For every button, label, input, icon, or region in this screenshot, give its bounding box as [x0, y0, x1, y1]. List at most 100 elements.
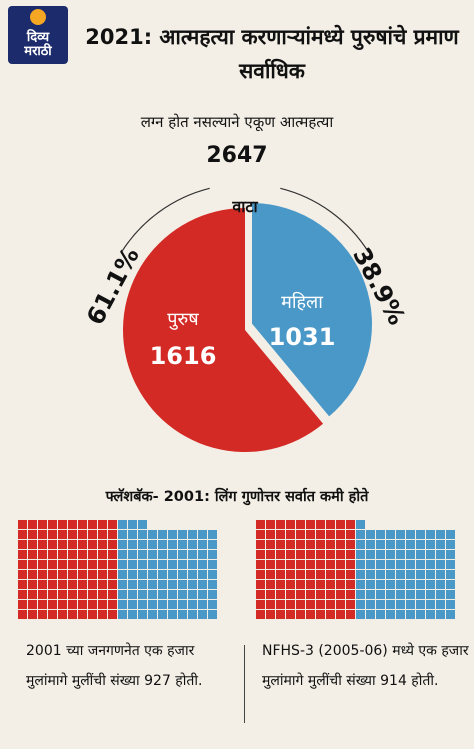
waffle-cell-boys	[78, 580, 87, 589]
waffle-cell-girls	[386, 560, 395, 569]
waffle-cell-girls	[118, 580, 127, 589]
waffle-cell-boys	[326, 540, 335, 549]
waffle-cell-girls	[138, 560, 147, 569]
waffle-cell-boys	[78, 560, 87, 569]
waffle-cell-boys	[316, 540, 325, 549]
waffle-cell-boys	[98, 600, 107, 609]
waffle-cell-boys	[266, 610, 275, 619]
waffle-cell-boys	[316, 610, 325, 619]
waffle-cell-girls	[208, 610, 217, 619]
waffle-cell-girls	[178, 540, 187, 549]
waffle-2001	[18, 520, 217, 619]
waffle-cell-boys	[18, 550, 27, 559]
waffle-cell-girls	[436, 600, 445, 609]
waffle-cell-boys	[336, 530, 345, 539]
waffle-cell-boys	[88, 520, 97, 529]
waffle-cell-girls	[208, 580, 217, 589]
waffle-cell-girls	[128, 550, 137, 559]
waffle-cell-boys	[18, 590, 27, 599]
waffle-cell-girls	[168, 540, 177, 549]
waffle-cell-boys	[256, 570, 265, 579]
waffle-cell-boys	[276, 550, 285, 559]
waffle-cell-boys	[266, 520, 275, 529]
waffle-cell-boys	[256, 580, 265, 589]
waffle-cell-boys	[346, 610, 355, 619]
waffle-cell-boys	[98, 560, 107, 569]
waffle-cell-girls	[406, 610, 415, 619]
waffle-cell-boys	[58, 540, 67, 549]
waffle-cell-boys	[38, 590, 47, 599]
waffle-cell-boys	[88, 560, 97, 569]
waffle-cell-boys	[98, 590, 107, 599]
waffle-cell-boys	[68, 570, 77, 579]
waffle-cell-boys	[306, 540, 315, 549]
waffle-cell-boys	[256, 590, 265, 599]
waffle-cell-girls	[188, 610, 197, 619]
waffle-cell-boys	[256, 600, 265, 609]
waffle-cell-girls	[396, 610, 405, 619]
waffle-cell-boys	[48, 580, 57, 589]
waffle-cell-girls	[446, 540, 455, 549]
waffle-cell-girls	[436, 610, 445, 619]
waffle-cell-boys	[256, 530, 265, 539]
waffle-cell-girls	[208, 530, 217, 539]
waffle-cell-girls	[396, 590, 405, 599]
waffle-cell-girls	[366, 570, 375, 579]
waffle-cell-boys	[326, 560, 335, 569]
waffle-empty-cell	[406, 520, 415, 529]
waffle-cell-girls	[128, 540, 137, 549]
waffle-cell-boys	[306, 520, 315, 529]
waffle-cell-boys	[336, 570, 345, 579]
waffle-cell-girls	[148, 580, 157, 589]
waffle-cell-girls	[446, 550, 455, 559]
waffle-cell-boys	[78, 540, 87, 549]
waffle-cell-girls	[118, 520, 127, 529]
subtitle: लग्न होत नसल्याने एकूण आत्महत्या	[140, 113, 334, 131]
waffle-cell-boys	[346, 570, 355, 579]
waffle-cell-girls	[188, 560, 197, 569]
waffle-cell-boys	[48, 610, 57, 619]
waffle-cell-boys	[18, 570, 27, 579]
waffle-cell-girls	[406, 530, 415, 539]
waffle-cell-girls	[366, 590, 375, 599]
waffle-cell-boys	[68, 560, 77, 569]
waffle-cell-boys	[38, 600, 47, 609]
waffle-cell-boys	[28, 610, 37, 619]
waffle-cell-boys	[108, 610, 117, 619]
waffle-cell-girls	[396, 540, 405, 549]
waffle-cell-girls	[188, 580, 197, 589]
waffle-cell-boys	[28, 540, 37, 549]
waffle-cell-girls	[416, 540, 425, 549]
waffle-cell-girls	[436, 550, 445, 559]
waffle-cell-girls	[138, 590, 147, 599]
waffle-cell-girls	[376, 610, 385, 619]
waffle-cell-boys	[256, 610, 265, 619]
waffle-cell-boys	[326, 610, 335, 619]
waffle-cell-girls	[356, 600, 365, 609]
waffle-cell-boys	[78, 570, 87, 579]
waffle-cell-girls	[138, 520, 147, 529]
total-count: 2647	[206, 143, 268, 168]
waffle-cell-girls	[208, 570, 217, 579]
waffle-cell-boys	[306, 570, 315, 579]
waffle-cell-girls	[426, 560, 435, 569]
waffle-cell-boys	[18, 560, 27, 569]
waffle-cell-boys	[296, 610, 305, 619]
waffle-cell-girls	[376, 540, 385, 549]
waffle-cell-girls	[406, 560, 415, 569]
caption-nfhs3: NFHS-3 (2005-06) मध्ये एक हजार मुलांमागे…	[262, 643, 469, 689]
waffle-cell-girls	[386, 570, 395, 579]
waffle-cell-boys	[276, 540, 285, 549]
waffle-cell-boys	[306, 560, 315, 569]
waffle-cell-girls	[178, 550, 187, 559]
waffle-cell-girls	[406, 600, 415, 609]
waffle-cell-girls	[426, 580, 435, 589]
waffle-cell-boys	[48, 530, 57, 539]
waffle-cell-boys	[88, 550, 97, 559]
waffle-cell-girls	[188, 590, 197, 599]
logo-line2: मराठी	[24, 44, 52, 59]
waffle-cell-boys	[58, 530, 67, 539]
waffle-cell-boys	[48, 590, 57, 599]
waffle-cell-boys	[286, 550, 295, 559]
waffle-cell-boys	[108, 550, 117, 559]
